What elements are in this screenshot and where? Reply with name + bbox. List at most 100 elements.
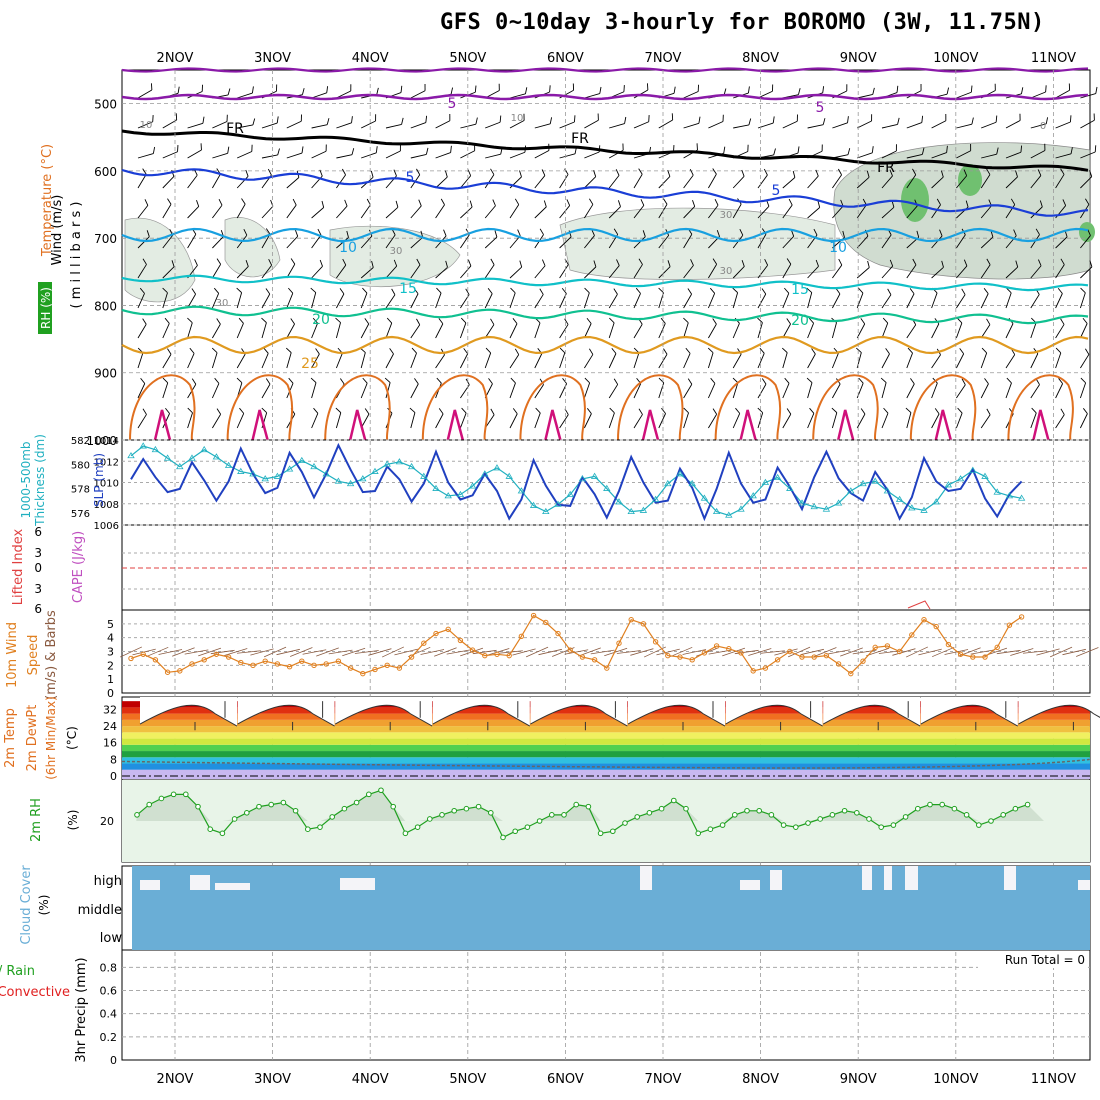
wind10-barb-shaft [814, 647, 837, 657]
wind10-barb [552, 647, 575, 657]
wind-barb [212, 199, 223, 219]
barb-flag [667, 260, 671, 267]
barb-shaft [658, 119, 673, 129]
barb-flag [187, 317, 193, 324]
wind-barb [162, 407, 170, 429]
barb-shaft [435, 413, 444, 429]
wind-barb [435, 114, 451, 129]
wind10-barb-shaft [420, 649, 445, 655]
barb-shaft [881, 150, 897, 159]
wind-barb [831, 407, 838, 429]
barb-shaft [360, 382, 368, 399]
wind10-tick: 4 [107, 632, 114, 645]
temp-band [122, 763, 1090, 770]
wind-barb [782, 318, 791, 339]
thickness-point [603, 484, 611, 491]
thickness-tick: 576 [71, 509, 90, 520]
barb-flag [889, 169, 893, 177]
barb-flag [241, 198, 246, 205]
barb-shaft [832, 383, 841, 399]
thickness-point [871, 477, 879, 484]
wind-barb [707, 377, 716, 399]
barb-flag [910, 378, 915, 385]
rh-point [585, 803, 592, 810]
wind10-barb [224, 648, 248, 656]
wind-barb [509, 318, 518, 339]
wind10-barb-shaft [564, 649, 589, 655]
wind-barb [336, 288, 345, 309]
barb-flag [983, 288, 989, 294]
thickness-point [481, 470, 489, 477]
wind-barb [311, 348, 320, 369]
barb-shaft [162, 382, 169, 399]
barb-shaft [683, 412, 689, 429]
wind-barb [955, 317, 963, 339]
wind-barb [1055, 347, 1062, 369]
barb-flag [940, 170, 944, 178]
barb-shaft [435, 152, 451, 159]
wind10-barb [970, 649, 995, 655]
wind10-barb-shaft [184, 649, 209, 655]
wind10-point [225, 654, 232, 660]
wind-barb [335, 407, 342, 429]
wind-barb [856, 170, 870, 189]
barb-flag [1080, 287, 1086, 294]
wind-barb [286, 146, 304, 159]
temp2m-tick: 16 [103, 737, 117, 750]
barb-shaft [484, 264, 495, 279]
barb-flag [712, 258, 718, 265]
barb-shaft [261, 122, 278, 129]
thickness-point [712, 507, 721, 515]
barb-flag [342, 258, 347, 266]
barb-flag [187, 407, 193, 414]
barb-flag [970, 85, 973, 93]
wind-barb [1030, 117, 1049, 129]
barb-flag [723, 88, 727, 96]
wind10-barb [774, 648, 798, 656]
contour-label: 20 [312, 312, 330, 328]
rh-point [707, 826, 714, 833]
thickness-point [627, 507, 635, 515]
wind-barb [1080, 229, 1091, 249]
wind-barb [683, 378, 693, 399]
temp-contour-30 [226, 374, 294, 441]
wind-barb [608, 407, 615, 429]
temp-contour-30 [519, 374, 586, 441]
rh-point [524, 824, 531, 830]
barb-shaft [534, 206, 547, 219]
wind-barb [286, 114, 302, 129]
wind-barb [137, 83, 153, 99]
barb-shaft [1030, 384, 1040, 399]
wind-barb [509, 198, 520, 219]
contour-label: 30 [720, 266, 733, 277]
barb-flag [1020, 145, 1023, 153]
barb-flag [239, 407, 245, 414]
barb-flag [792, 170, 796, 178]
wind-barb [707, 287, 716, 309]
wind10-point [970, 654, 976, 660]
barb-flag [690, 259, 694, 266]
barb-flag [487, 288, 493, 294]
barb-flag [821, 144, 823, 152]
wind-barb [361, 146, 378, 159]
barb-flag [165, 407, 170, 414]
wind10-barb-shaft [866, 647, 890, 657]
wind10-point [848, 670, 854, 677]
wind-barb [410, 230, 424, 249]
wind-barb [534, 200, 547, 219]
wind10-barb-shaft [1022, 650, 1047, 654]
barb-shaft [534, 265, 546, 279]
wind10-barb-shaft [290, 647, 313, 657]
wind10-point [579, 654, 586, 660]
barb-flag [175, 113, 178, 121]
barb-flag [162, 287, 168, 294]
wind-barb [336, 199, 348, 219]
barb-shaft [584, 176, 597, 189]
barb-shaft [881, 382, 887, 399]
barb-shaft [856, 292, 864, 309]
wind10-barb [119, 646, 143, 658]
thickness-point [554, 500, 562, 507]
wind-barb [236, 407, 245, 429]
barb-shaft [484, 205, 496, 219]
wind10-point [713, 643, 720, 649]
